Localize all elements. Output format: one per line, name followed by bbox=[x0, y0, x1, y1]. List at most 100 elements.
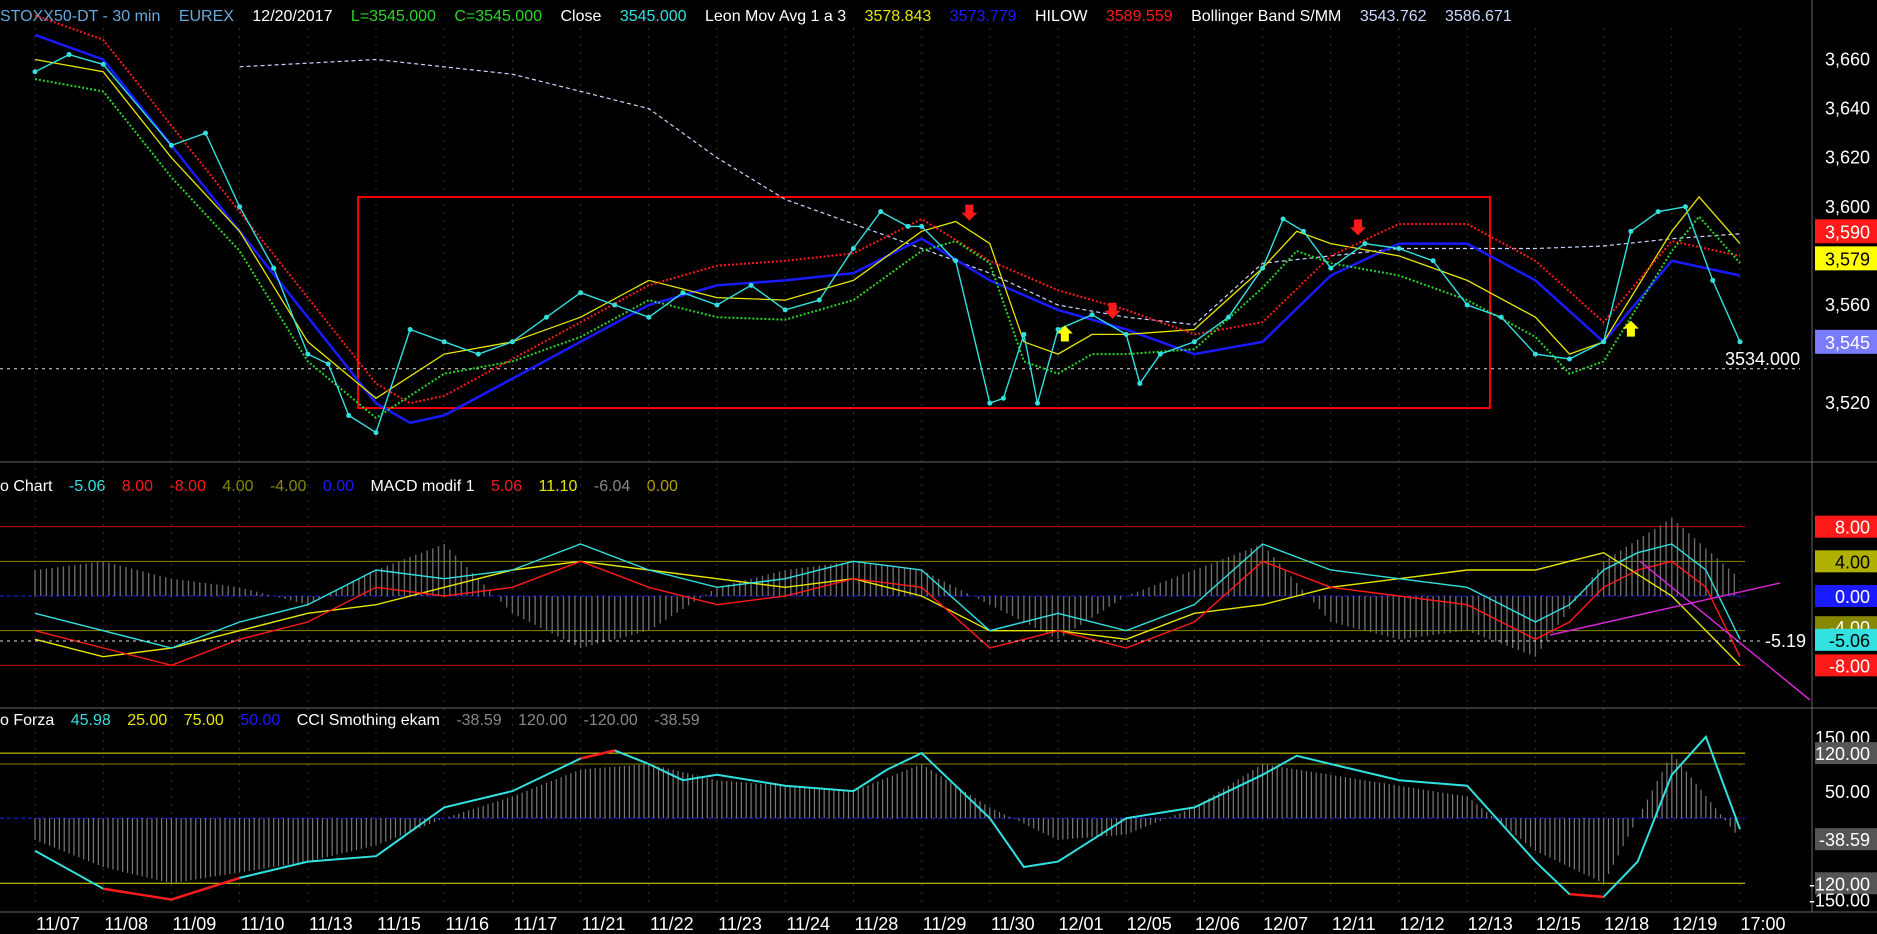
bollinger-line bbox=[239, 58, 1741, 326]
cci-tick-label: -150.00 bbox=[1809, 891, 1870, 911]
close-point bbox=[305, 351, 311, 357]
price-tick-label: 3,640 bbox=[1825, 99, 1870, 119]
macd-header: o Chart -5.06 8.00 -8.00 4.00 -4.00 0.00… bbox=[0, 478, 690, 496]
macd-v5: -4.00 bbox=[269, 478, 307, 495]
macd-tick-label: 0.00 bbox=[1835, 587, 1870, 607]
cci-v2: 25.00 bbox=[127, 712, 168, 729]
leon-line bbox=[34, 58, 1741, 400]
price-tag-bg bbox=[1815, 329, 1877, 354]
close-point bbox=[1710, 277, 1716, 283]
exchange-label: EUREX bbox=[178, 8, 234, 25]
time-axis-label: 11/23 bbox=[718, 914, 762, 934]
trendline-2 bbox=[1639, 560, 1811, 701]
cci-tag-bg bbox=[1815, 828, 1877, 851]
cci-w4: -38.59 bbox=[654, 712, 700, 729]
close-point bbox=[168, 142, 174, 148]
signal-arrow-down bbox=[1104, 302, 1121, 319]
cci-tick-label: -38.59 bbox=[1819, 830, 1870, 850]
time-axis-label: 11/09 bbox=[173, 914, 217, 934]
macd-v1: -5.06 bbox=[68, 478, 106, 495]
cci-tag-bg bbox=[1815, 872, 1877, 895]
macd-tick-label: -8.00 bbox=[1829, 656, 1870, 676]
low-label: L=3545.000 bbox=[350, 8, 436, 25]
close-point bbox=[237, 204, 243, 210]
close-point bbox=[1655, 209, 1661, 215]
macd-tag-bg bbox=[1815, 585, 1877, 607]
date-label: 12/20/2017 bbox=[252, 8, 333, 25]
time-axis-label: 11/22 bbox=[650, 914, 694, 934]
close-point bbox=[1191, 339, 1197, 345]
time-axis-label: 11/16 bbox=[445, 914, 489, 934]
cci-header: o Forza 45.98 25.00 75.00 50.00 CCI Smot… bbox=[0, 712, 712, 730]
cci-v1: 45.98 bbox=[70, 712, 111, 729]
cci-w2: 120.00 bbox=[518, 712, 568, 729]
close-point bbox=[203, 130, 208, 136]
time-axis-label: 11/24 bbox=[786, 914, 830, 934]
time-axis-label: 11/29 bbox=[923, 914, 967, 934]
close-point bbox=[1328, 265, 1334, 271]
close-point bbox=[816, 297, 822, 303]
close-point bbox=[1362, 241, 1368, 247]
macd-tick-label: 8.00 bbox=[1835, 518, 1870, 538]
close-point bbox=[1021, 331, 1027, 337]
price-tag-bg bbox=[1815, 219, 1877, 244]
leon-value: 3578.843 bbox=[864, 8, 932, 25]
price-tag-bg bbox=[1815, 246, 1877, 271]
price-tag-label: 3,545 bbox=[1825, 333, 1870, 353]
cci-tag-bg bbox=[1815, 742, 1877, 765]
close-point bbox=[680, 290, 686, 296]
close-point bbox=[441, 339, 447, 345]
price-tag-label: 3,579 bbox=[1825, 249, 1870, 269]
time-axis-label: 12/18 bbox=[1604, 914, 1649, 934]
macd-tag-bg bbox=[1815, 550, 1877, 573]
cci-v3: 75.00 bbox=[183, 712, 224, 729]
close-point bbox=[509, 339, 515, 345]
boll-lower: 3543.762 bbox=[1359, 8, 1427, 25]
time-axis-label: 11/13 bbox=[309, 914, 353, 934]
cci-tick-label: -120.00 bbox=[1809, 874, 1870, 894]
reference-line-label: 3534.000 bbox=[1725, 349, 1800, 369]
signal-arrow-up bbox=[1622, 320, 1639, 337]
close-point bbox=[987, 400, 993, 406]
time-axis-label: 12/13 bbox=[1468, 914, 1513, 934]
macd-tag-bg bbox=[1815, 654, 1877, 677]
close-point bbox=[748, 282, 754, 288]
time-axis-label: 12/05 bbox=[1127, 914, 1172, 934]
close-point bbox=[782, 307, 788, 313]
time-axis-label: 11/08 bbox=[104, 914, 148, 934]
close-point bbox=[1682, 204, 1688, 210]
cci-tick-label: 120.00 bbox=[1815, 744, 1870, 764]
close-point bbox=[1157, 351, 1163, 357]
boll-upper: 3586.671 bbox=[1445, 8, 1512, 25]
close-point bbox=[1000, 395, 1006, 401]
price-tick-label: 3,560 bbox=[1825, 295, 1870, 315]
close-point bbox=[544, 314, 549, 320]
macd-reference-label: -5.19 bbox=[1765, 631, 1806, 651]
macd-tick-label: -5.06 bbox=[1829, 631, 1870, 651]
close-point bbox=[32, 69, 38, 75]
macd-v6: 0.00 bbox=[322, 478, 355, 495]
macd-chart-name: o Chart bbox=[0, 478, 53, 495]
cci-extreme-segment bbox=[1569, 892, 1604, 899]
cci-extreme-segment bbox=[580, 749, 615, 760]
chart-header: STOXX50-DT - 30 min EUREX 12/20/2017 L=3… bbox=[0, 8, 1526, 28]
hilow2-value: 3589.559 bbox=[1105, 8, 1173, 25]
close-point bbox=[1137, 381, 1143, 387]
time-axis-label: 11/21 bbox=[582, 914, 626, 934]
red-ma-line bbox=[34, 14, 1741, 405]
close-point bbox=[1035, 400, 1041, 406]
macd-red-line bbox=[34, 560, 1741, 667]
price-tag-label: 3,590 bbox=[1825, 222, 1870, 242]
time-axis-label: 17:00 bbox=[1740, 914, 1785, 934]
close-point bbox=[1280, 216, 1286, 222]
symbol-label: STOXX50-DT - 30 min bbox=[0, 8, 161, 25]
cci-extreme-segment bbox=[103, 887, 172, 901]
close-point bbox=[1498, 314, 1504, 320]
time-axis-label: 12/19 bbox=[1672, 914, 1717, 934]
cci-line bbox=[34, 734, 1741, 901]
time-axis-label: 11/07 bbox=[36, 914, 80, 934]
close-point bbox=[100, 61, 106, 67]
macd-v2: 8.00 bbox=[121, 478, 153, 495]
macd-v3: -8.00 bbox=[169, 478, 206, 495]
